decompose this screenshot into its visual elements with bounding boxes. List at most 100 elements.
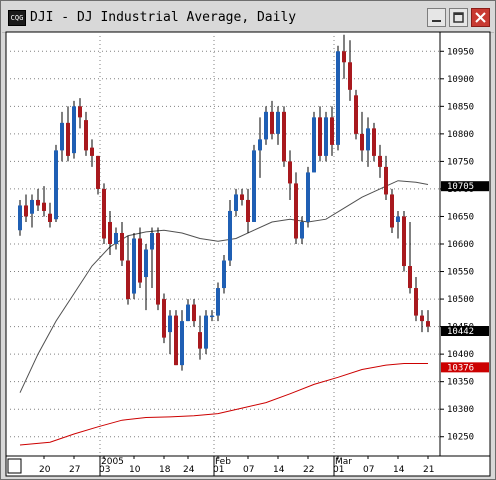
candle-down [384,166,388,195]
scroll-box [7,458,22,474]
candle-up [258,139,262,151]
candle-up [54,150,58,220]
x-tick-label: 14 [273,465,285,475]
candle-down [342,51,346,63]
candle-up [18,205,22,231]
candle-down [78,106,82,118]
x-tick-label: 07 [243,465,254,475]
minimize-button[interactable] [427,8,446,27]
x-tick-label: 14 [393,465,405,475]
candle-down [378,155,382,167]
maximize-button[interactable] [449,8,468,27]
candle-down [102,188,106,239]
price-tag [441,326,489,337]
candle-down [402,216,406,267]
candle-up [234,194,238,211]
candle-up [306,172,310,222]
candle-down [354,95,358,134]
candle-up [72,106,76,154]
price-tag-label: 10442 [447,327,474,337]
period-label: 2005 [101,457,124,467]
maximize-icon [453,12,464,23]
price-tag [441,362,489,373]
candle-up [216,288,220,316]
candle-up [228,210,232,261]
y-tick-label: 10600 [447,240,474,250]
candle-up [264,111,268,140]
candle-up [144,249,148,278]
candle-up [276,111,280,134]
y-tick-label: 10850 [447,102,474,112]
candle-down [294,183,298,239]
candle-down [360,133,364,151]
candle-up [30,199,34,214]
y-tick-label: 10500 [447,295,474,305]
candle-down [426,321,430,327]
candle-up [60,122,64,151]
candle-up [252,150,256,222]
x-tick-label: 10 [129,465,141,475]
y-tick-label: 10250 [447,433,474,443]
close-icon [475,12,486,23]
candle-down [270,111,274,134]
candle-down [372,128,376,156]
candle-up [336,51,340,145]
candle-up [204,315,208,349]
x-tick-label: 18 [159,465,171,475]
price-tag-label: 10376 [447,363,474,373]
candle-down [156,232,160,305]
candle-down [420,315,424,322]
candle-up [210,315,214,318]
x-tick-label: 01 [213,465,224,475]
candle-down [192,304,196,322]
x-tick-label: 03 [99,465,110,475]
y-tick-label: 10350 [447,378,474,388]
chart-app-icon[interactable]: CQG [8,10,26,26]
candle-down [318,117,322,156]
candle-down [246,199,250,222]
y-tick-label: 10750 [447,157,474,167]
candle-down [282,111,286,162]
candle-up [114,232,118,244]
candle-up [132,238,136,294]
candle-down [330,117,334,145]
candle-down [84,120,88,151]
candle-up [300,221,304,239]
candle-down [48,213,52,222]
candle-down [174,315,178,366]
candle-down [390,194,394,228]
y-tick-label: 10400 [447,350,474,360]
price-tag-label: 10705 [447,182,474,192]
candle-up [222,260,226,289]
candle-down [162,299,166,338]
x-tick-label: 22 [303,465,314,475]
candle-down [42,202,46,211]
period-label: Feb [215,457,231,467]
y-tick-label: 10300 [447,405,474,415]
close-button[interactable] [471,8,490,27]
candle-up [186,304,190,322]
candle-up [396,216,400,222]
candle-down [348,62,352,90]
moving-average-long-line [19,363,428,446]
y-tick-label: 10650 [447,212,474,222]
candle-down [24,205,28,217]
candle-down [66,122,70,156]
candle-down [198,332,202,349]
x-tick-label: 20 [39,465,51,475]
window-title: DJI - DJ Industrial Average, Daily [30,10,297,25]
candle-down [90,147,94,156]
y-tick-label: 10800 [447,130,474,140]
candle-down [408,266,412,289]
moving-average-short-line [19,180,429,393]
x-tick-label: 01 [333,465,344,475]
candle-up [366,128,370,151]
minimize-icon [432,20,441,22]
title-bar[interactable]: CQG DJI - DJ Industrial Average, Daily [2,2,494,33]
candle-down [120,232,124,261]
candle-down [138,238,142,283]
y-tick-label: 10900 [447,75,474,85]
candle-up [180,321,184,366]
candle-up [150,232,154,250]
